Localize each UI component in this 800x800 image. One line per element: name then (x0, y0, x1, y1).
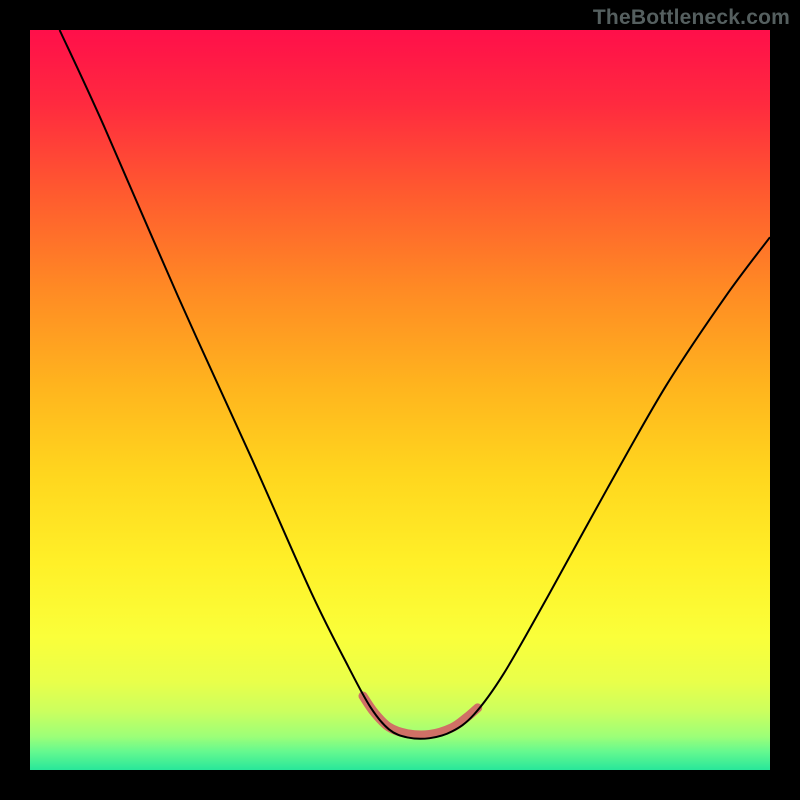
chart-root: TheBottleneck.com (0, 0, 800, 800)
highlight-band (363, 696, 478, 735)
main-curve (60, 30, 770, 739)
watermark-text: TheBottleneck.com (593, 6, 790, 30)
curve-plot (0, 0, 800, 800)
